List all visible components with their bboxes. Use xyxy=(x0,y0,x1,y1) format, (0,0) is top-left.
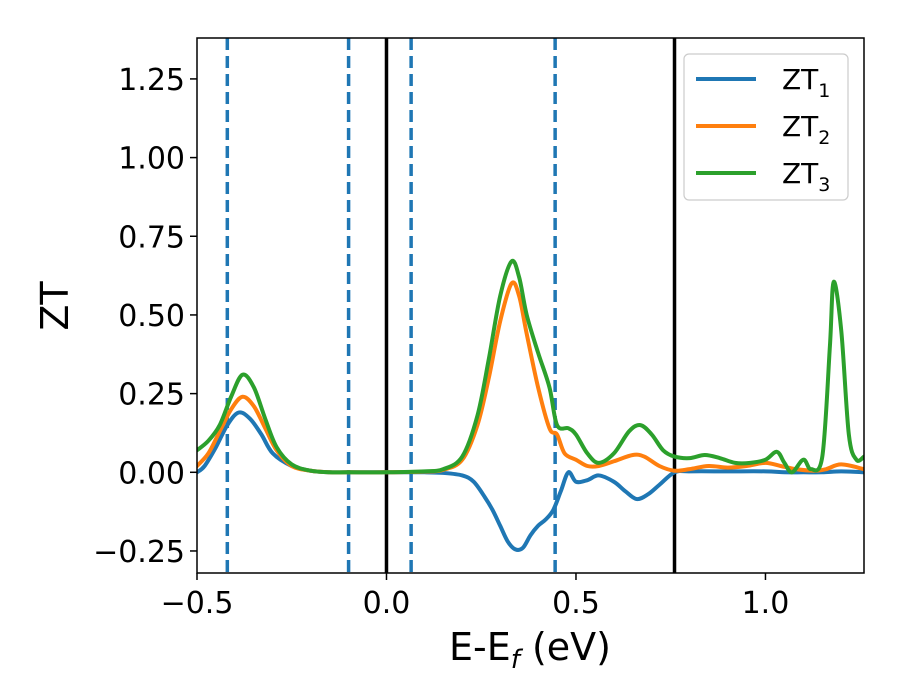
y-tick-label: 0.75 xyxy=(118,220,185,255)
y-tick-label: 0.50 xyxy=(118,299,185,334)
x-tick-label: 0.0 xyxy=(363,586,411,621)
x-tick-label: −0.5 xyxy=(161,586,234,621)
axes-frame xyxy=(196,37,865,574)
y-tick-label: 1.00 xyxy=(118,142,185,177)
x-tick-label: 1.0 xyxy=(742,586,790,621)
series-lines xyxy=(197,258,864,552)
axes xyxy=(196,37,865,574)
y-tick-label: 1.25 xyxy=(118,63,185,98)
series-line-zt2 xyxy=(197,280,864,475)
reference-lines xyxy=(225,38,677,573)
legend-label-zt3: ZT3 xyxy=(782,157,830,196)
legend-label-zt1: ZT1 xyxy=(782,63,830,102)
legend-label-zt2: ZT2 xyxy=(782,110,830,149)
ticks: −0.5 0.0 0.5 1.0 −0.25 0.00 0.25 0.50 0.75 1.00 1.… xyxy=(93,63,789,621)
x-tick-label: 0.5 xyxy=(552,586,600,621)
series-line-zt3 xyxy=(197,258,864,475)
y-axis-label: ZT xyxy=(33,281,77,331)
y-tick-label: 0.25 xyxy=(118,378,185,413)
legend: ZT1 ZT2 ZT3 xyxy=(683,53,849,201)
legend-box xyxy=(683,53,849,201)
y-tick-label: 0.00 xyxy=(118,456,185,491)
series-line-zt1 xyxy=(197,410,864,552)
y-tick-label: −0.25 xyxy=(93,535,185,570)
x-axis-label: E-Ef (eV) xyxy=(449,625,611,675)
